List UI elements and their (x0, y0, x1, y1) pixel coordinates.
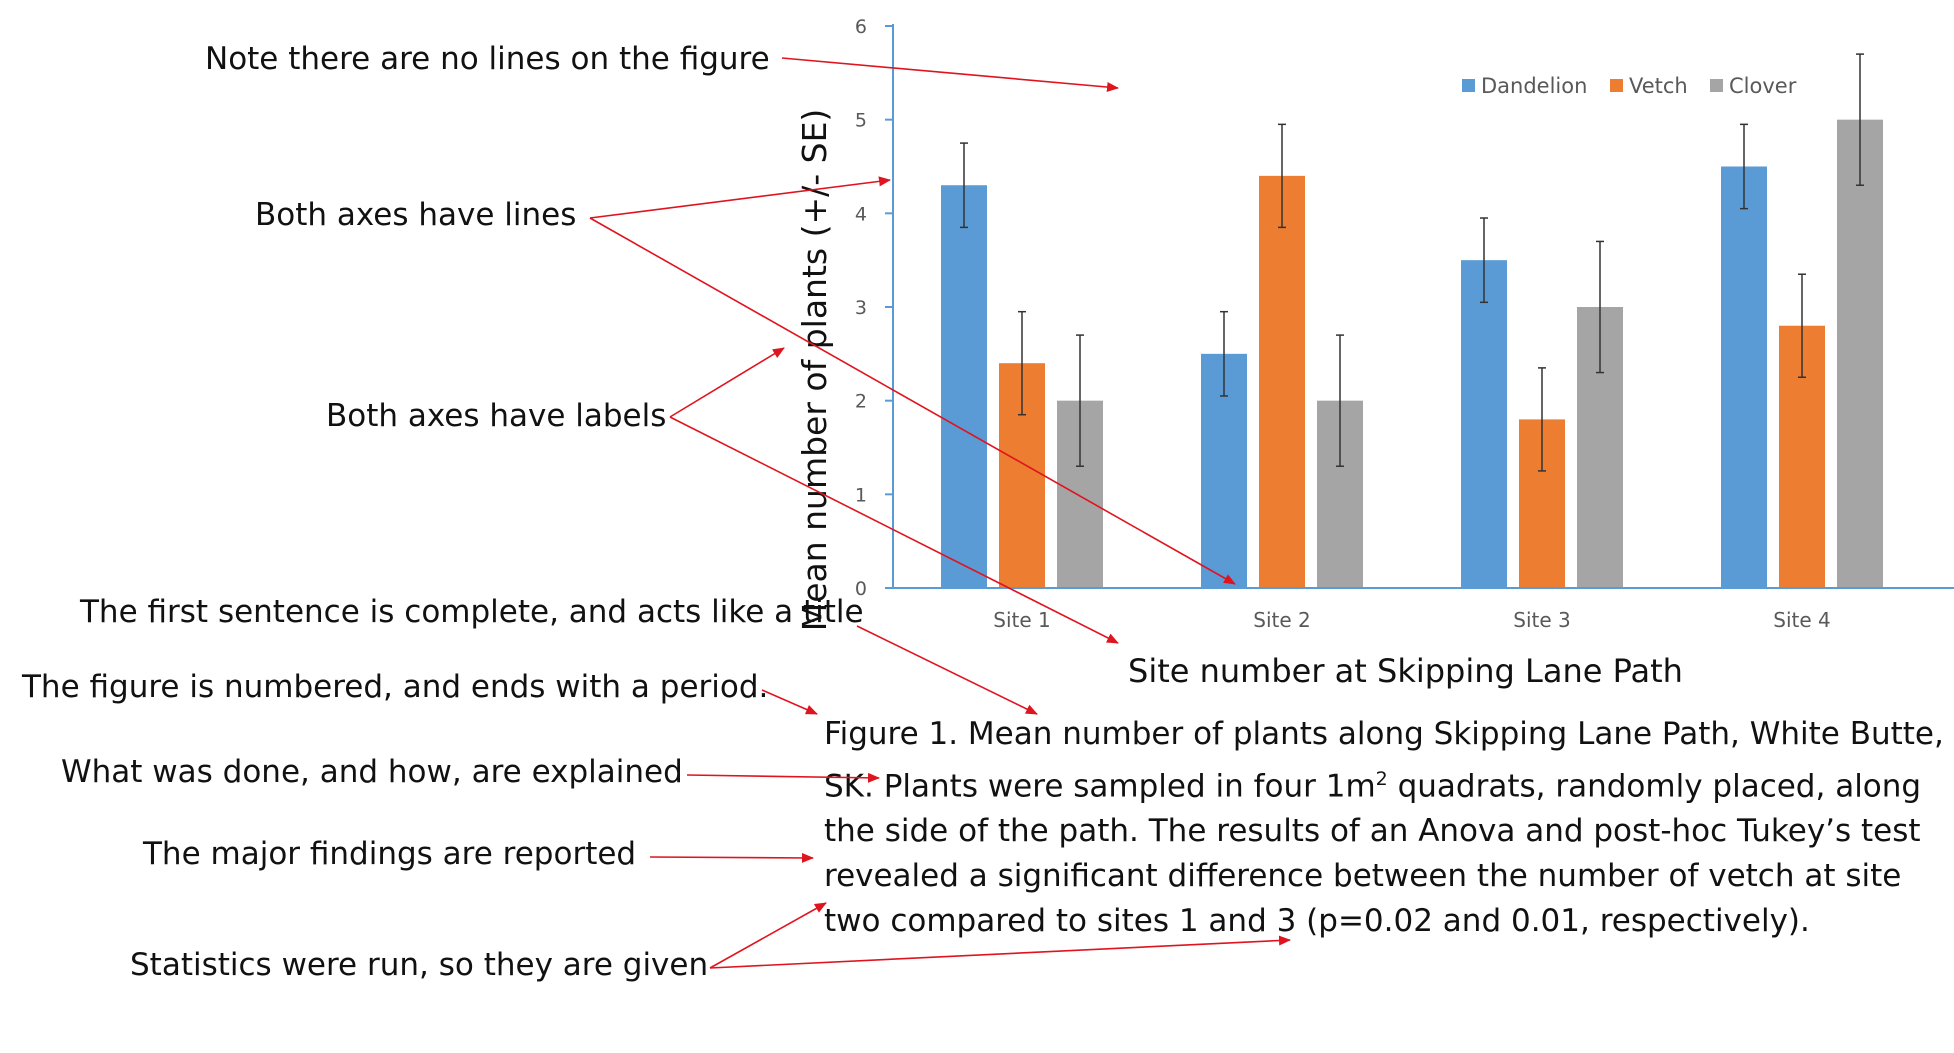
caption-text: SK. Plants were sampled in four 1m (824, 768, 1376, 805)
legend-swatch-dandelion (1462, 79, 1475, 92)
caption-line: the side of the path. The results of an … (824, 813, 1921, 850)
superscript: 2 (1375, 768, 1388, 790)
bars-layer (941, 53, 1883, 589)
x-tick-label: Site 1 (993, 608, 1050, 632)
bar-dandelion-3 (1461, 260, 1507, 588)
legend-swatch-vetch (1610, 79, 1623, 92)
annotation-axes-lines: Both axes have lines (255, 197, 577, 233)
figure-caption: Figure 1. Mean number of plants along Sk… (824, 712, 1944, 944)
y-tick-label: 3 (855, 297, 867, 319)
x-tick-label: Site 4 (1773, 608, 1830, 632)
legend: Dandelion Vetch Clover (1462, 74, 1797, 98)
caption-line: Figure 1. Mean number of plants along Sk… (824, 716, 1944, 752)
legend-swatch-clover (1710, 79, 1723, 92)
legend-label-vetch: Vetch (1629, 74, 1688, 98)
legend-label-clover: Clover (1729, 74, 1797, 98)
caption-text: quadrats, randomly placed, along (1387, 768, 1922, 805)
bar-clover-4 (1837, 119, 1883, 589)
bar-dandelion-4 (1721, 166, 1767, 588)
y-tick-label: 1 (855, 484, 867, 506)
bar-vetch-2 (1259, 175, 1305, 588)
y-tick-label: 2 (855, 391, 867, 413)
annotation-major-findings: The major findings are reported (143, 836, 637, 872)
x-tick-label: Site 3 (1513, 608, 1570, 632)
caption-line: two compared to sites 1 and 3 (p=0.02 an… (824, 903, 1810, 940)
x-axis-label: Site number at Skipping Lane Path (1128, 652, 1683, 690)
y-tick-label: 6 (855, 16, 867, 38)
legend-label-dandelion: Dandelion (1481, 74, 1587, 98)
x-tick-label: Site 2 (1253, 608, 1310, 632)
bar-dandelion-1 (941, 185, 987, 588)
annotation-no-lines: Note there are no lines on the figure (205, 41, 770, 77)
y-tick-label: 4 (855, 203, 867, 225)
annotation-figure-numbered: The figure is numbered, and ends with a … (22, 669, 769, 705)
caption-line: revealed a significant difference betwee… (824, 858, 1902, 895)
caption-line: SK. Plants were sampled in four 1m2 quad… (824, 757, 1944, 809)
y-tick-label: 5 (855, 110, 867, 132)
y-axis-label: Mean number of plants (+/- SE) (795, 109, 834, 632)
annotation-what-done: What was done, and how, are explained (61, 754, 683, 790)
annotation-axes-labels: Both axes have labels (326, 398, 667, 434)
annotation-statistics: Statistics were run, so they are given (130, 947, 709, 983)
annotation-first-sentence: The first sentence is complete, and acts… (80, 594, 864, 630)
